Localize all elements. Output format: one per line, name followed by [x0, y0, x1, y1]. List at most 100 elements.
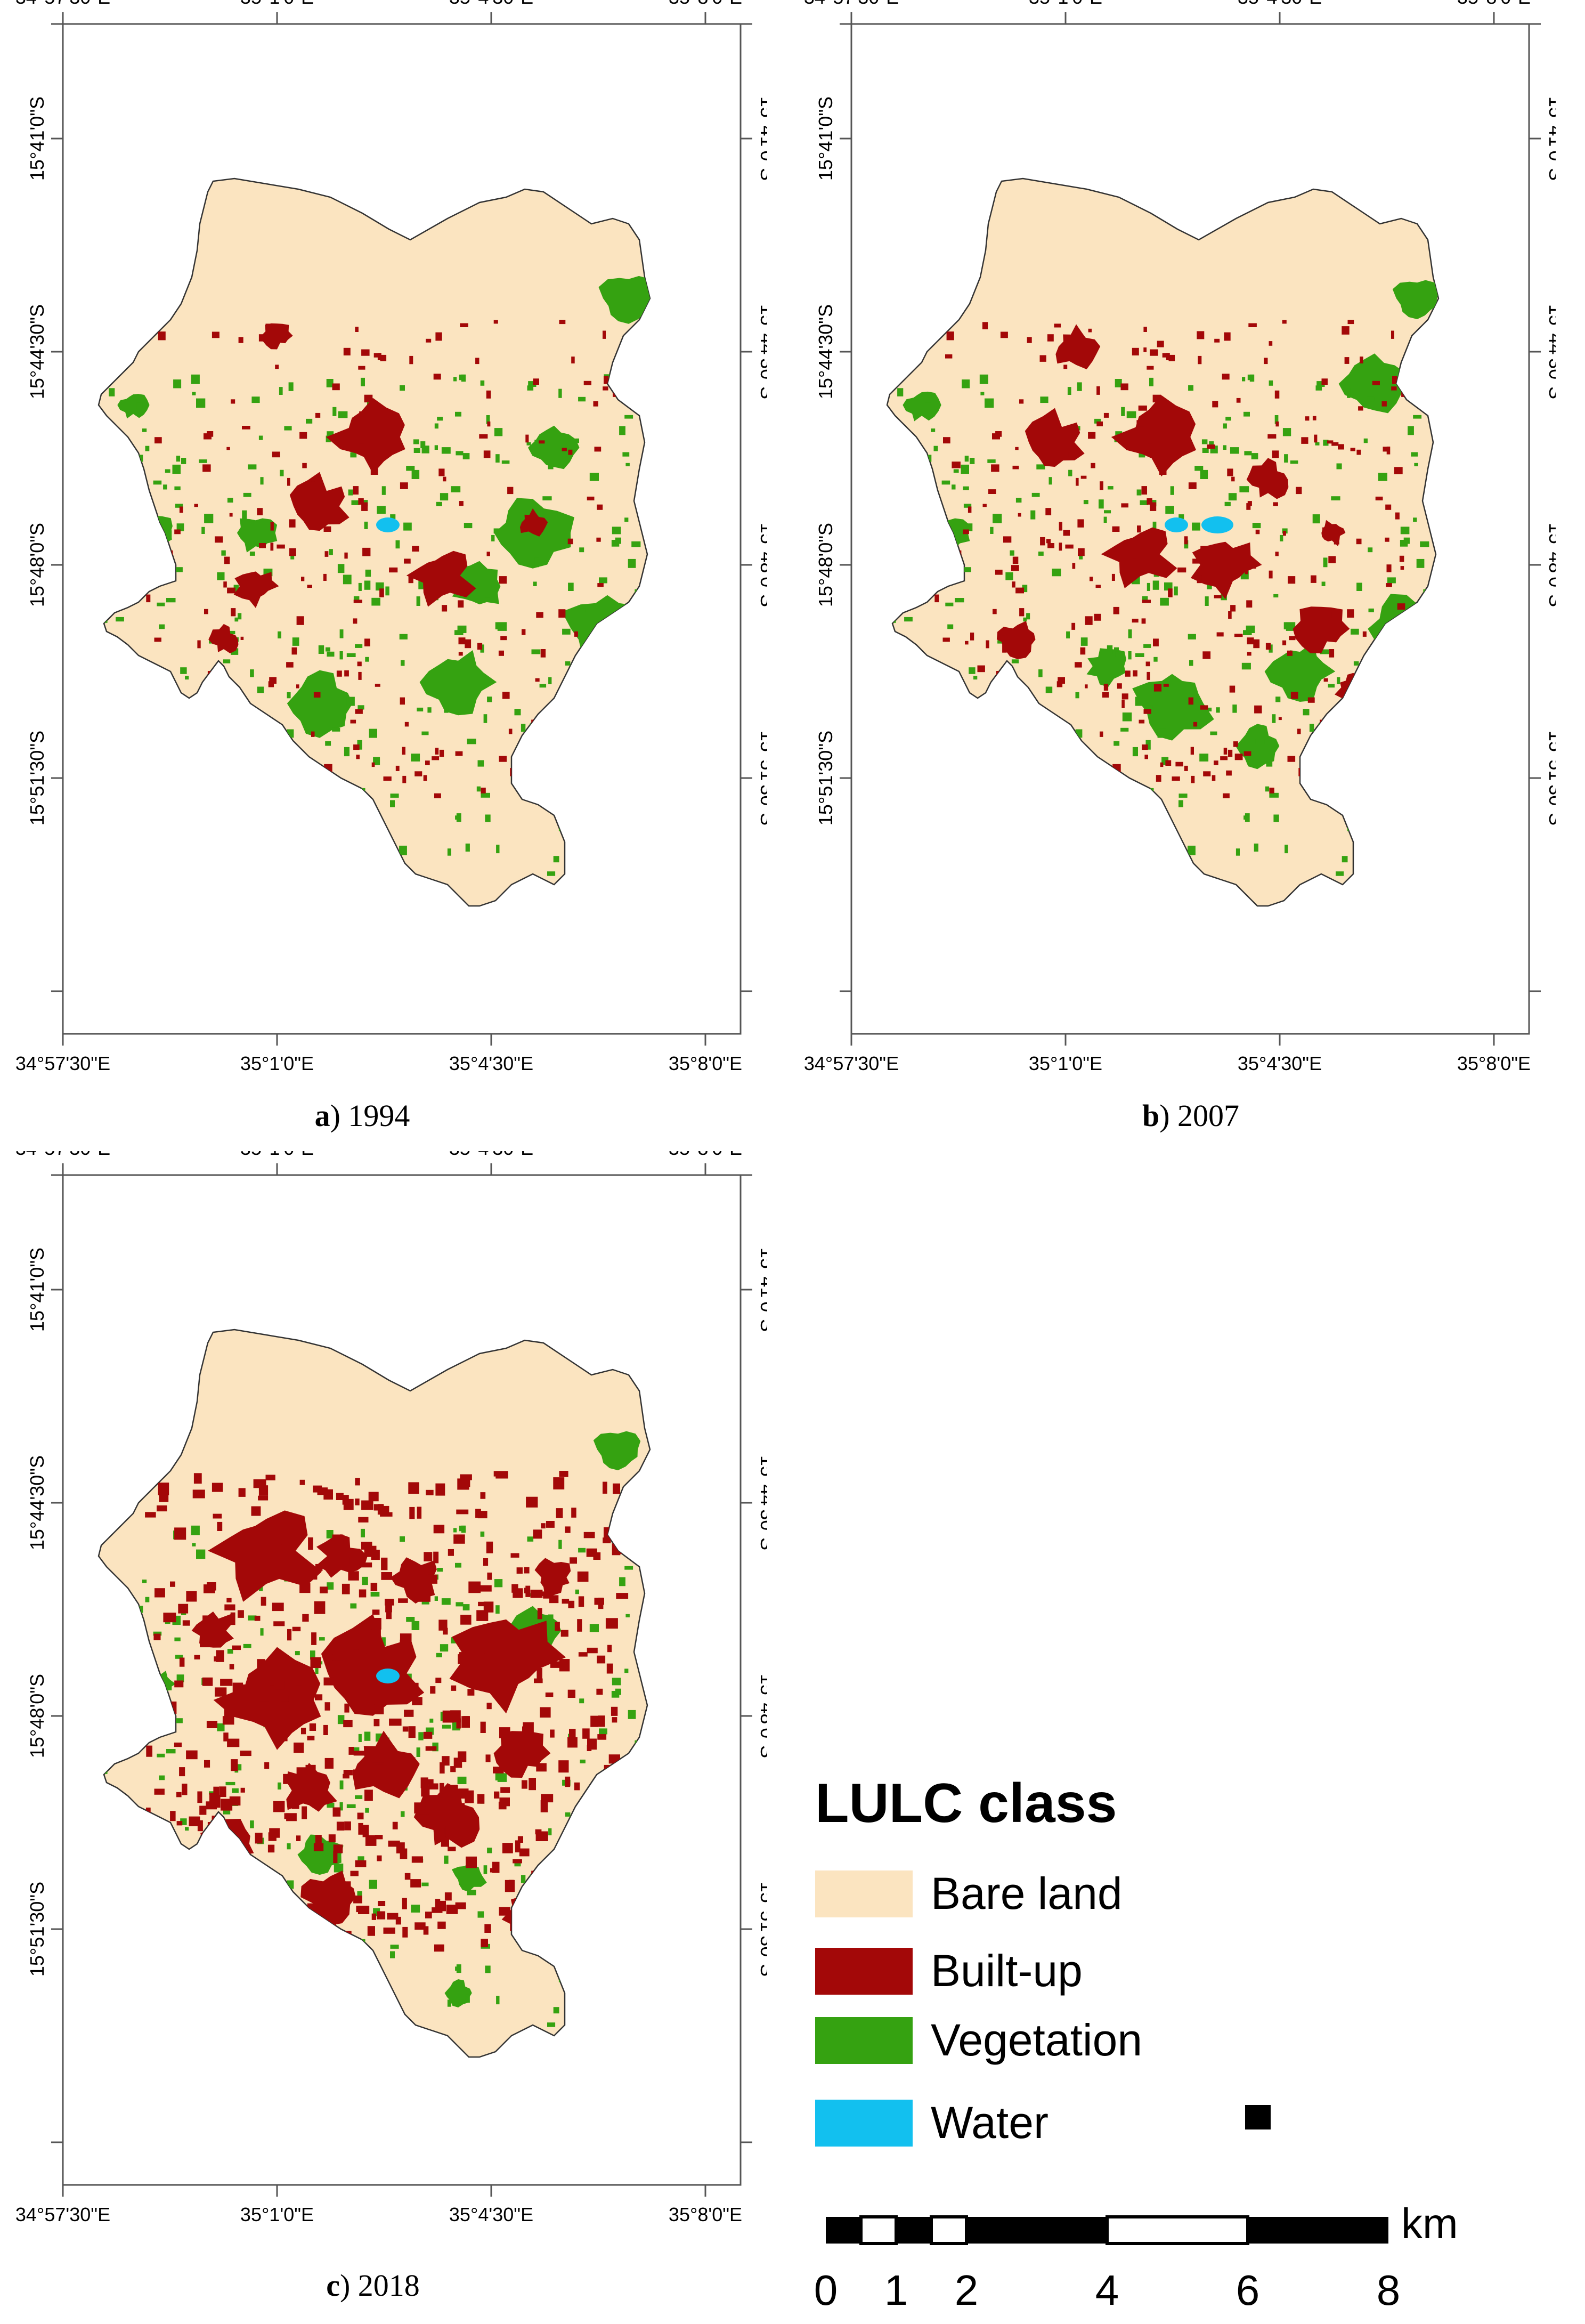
built-up-speck [398, 1598, 408, 1603]
built-up-speck [486, 1703, 492, 1710]
vegetation-speck [129, 560, 135, 570]
built-up-speck [1147, 671, 1150, 680]
built-up-speck [508, 728, 513, 734]
built-up-speck [358, 1906, 370, 1914]
built-up-speck [146, 1745, 152, 1757]
built-up-speck [307, 585, 312, 588]
built-up-speck [502, 1843, 513, 1853]
vegetation-speck [165, 1951, 174, 1961]
vegetation-speck [337, 1715, 345, 1724]
vegetation-speck [494, 1579, 503, 1588]
lat-tick-label-left: 15°48'0"S [26, 1674, 48, 1758]
vegetation-speck [1303, 709, 1310, 716]
built-up-speck [522, 629, 526, 635]
vegetation-speck [1265, 786, 1270, 792]
vegetation-speck [1038, 552, 1044, 556]
vegetation-speck [531, 649, 541, 654]
built-up-speck [1338, 444, 1344, 450]
built-up-speck [350, 719, 356, 724]
built-up-speck [226, 1598, 232, 1602]
vegetation-speck [459, 374, 466, 380]
built-up-speck [217, 1521, 223, 1531]
vegetation-speck [1126, 411, 1136, 418]
built-up-speck [1385, 504, 1392, 510]
built-up-speck [1132, 347, 1139, 355]
vegetation-speck [619, 1832, 624, 1838]
vegetation-speck [351, 500, 360, 505]
vegetation-speck [173, 379, 182, 388]
vegetation-speck [1143, 644, 1151, 648]
vegetation-speck [963, 486, 969, 490]
vegetation-speck [394, 874, 402, 883]
built-up-speck [1350, 448, 1355, 451]
built-up-speck [353, 744, 360, 750]
built-up-speck [942, 728, 949, 736]
built-up-speck [423, 1926, 429, 1935]
vegetation-speck [1401, 374, 1407, 379]
built-up-speck [608, 1872, 614, 1882]
caption-letter: b [1142, 1098, 1160, 1133]
built-up-speck [400, 482, 408, 489]
built-up-speck [1103, 684, 1109, 691]
built-up-speck [153, 1633, 161, 1640]
vegetation-speck [1325, 747, 1335, 757]
built-up-speck [597, 1860, 610, 1866]
vegetation-speck [427, 707, 432, 713]
vegetation-speck [128, 551, 134, 561]
built-up-speck [1193, 722, 1198, 727]
built-up-speck [476, 1610, 489, 1621]
vegetation-speck [1367, 853, 1373, 862]
vegetation-speck [462, 453, 470, 459]
built-up-speck [529, 1778, 536, 1791]
built-up-speck [353, 1751, 367, 1756]
vegetation-speck [1201, 439, 1208, 444]
vegetation-speck [582, 1812, 587, 1816]
built-up-speck [408, 1482, 419, 1494]
built-up-speck [409, 1507, 415, 1519]
built-up-speck [1120, 383, 1128, 391]
built-up-speck [608, 1851, 614, 1862]
vegetation-speck [104, 1816, 112, 1824]
built-up-speck [361, 1542, 372, 1550]
built-up-speck [1121, 699, 1125, 708]
vegetation-speck [903, 547, 910, 553]
built-up-speck [533, 1529, 542, 1539]
built-up-patch [1101, 527, 1177, 588]
built-up-speck [1214, 760, 1218, 765]
vegetation-speck [259, 2029, 263, 2033]
built-up-speck [344, 1703, 349, 1713]
built-up-speck [540, 1800, 548, 1812]
built-up-speck [139, 1683, 148, 1689]
vegetation-speck [232, 1788, 239, 1793]
built-up-speck [1395, 512, 1400, 520]
water-body [376, 1669, 400, 1683]
vegetation-speck [993, 514, 1002, 523]
built-up-speck [251, 1506, 261, 1516]
vegetation-speck [411, 1621, 420, 1630]
built-up-speck [173, 734, 178, 742]
built-up-speck [441, 1836, 449, 1847]
built-up-speck [365, 1835, 377, 1846]
scale-label: 2 [955, 2266, 979, 2314]
vegetation-speck [441, 1598, 451, 1605]
vegetation-speck [1189, 660, 1193, 666]
vegetation-speck [495, 454, 500, 463]
vegetation-speck [589, 778, 593, 785]
vegetation-speck [203, 701, 208, 706]
built-up-speck [1236, 398, 1241, 403]
vegetation-speck [1410, 685, 1417, 694]
built-up-speck [1231, 476, 1235, 482]
vegetation-speck [1421, 750, 1430, 759]
built-up-speck [187, 1942, 196, 1950]
vegetation-speck [589, 1624, 599, 1632]
built-up-speck [332, 1534, 344, 1544]
vegetation-speck [928, 455, 932, 462]
built-up-speck [323, 1724, 328, 1735]
vegetation-speck [1342, 856, 1348, 863]
built-up-speck [400, 1639, 407, 1645]
built-up-speck [613, 1483, 620, 1494]
built-up-speck [1234, 634, 1243, 637]
vegetation-speck [1252, 523, 1261, 529]
vegetation-speck [364, 1731, 371, 1741]
vegetation-speck [897, 388, 904, 396]
